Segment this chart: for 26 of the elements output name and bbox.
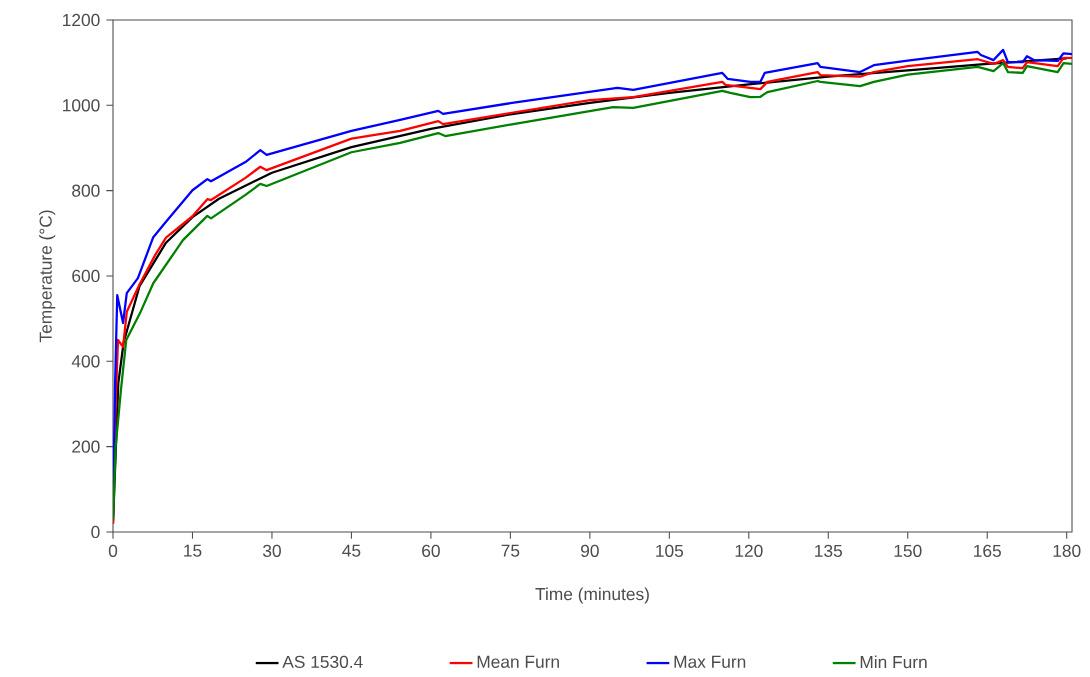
legend-label: Min Furn — [860, 655, 927, 669]
y-tick-label: 600 — [72, 269, 100, 283]
x-tick-label: 75 — [501, 544, 520, 557]
x-tick-label: 165 — [974, 544, 1001, 557]
x-tick-label: 45 — [342, 544, 361, 557]
x-tick-label: 105 — [656, 544, 684, 557]
y-tick-label: 200 — [72, 440, 100, 453]
y-axis-title: Temperature (°C) — [39, 210, 56, 343]
x-tick-label: 15 — [184, 544, 202, 557]
y-tick-label: 1200 — [63, 13, 100, 27]
x-tick-label: 60 — [422, 544, 440, 557]
legend-label: AS 1530.4 — [282, 655, 363, 668]
x-axis-title: Time (minutes) — [535, 587, 649, 604]
x-tick-label: 90 — [581, 544, 599, 557]
y-tick-label: 1000 — [63, 99, 100, 112]
x-tick-label: 180 — [1053, 544, 1081, 557]
y-tick-label: 800 — [72, 184, 100, 197]
x-tick-label: 0 — [108, 544, 118, 557]
y-tick-label: 0 — [91, 525, 100, 539]
legend-label: Mean Furn — [477, 655, 559, 668]
x-tick-label: 120 — [735, 544, 763, 557]
y-tick-label: 400 — [71, 355, 100, 368]
x-tick-label: 135 — [815, 544, 842, 557]
legend-label: Max Furn — [674, 655, 746, 668]
x-tick-label: 30 — [262, 544, 281, 557]
x-tick-label: 150 — [894, 544, 922, 557]
